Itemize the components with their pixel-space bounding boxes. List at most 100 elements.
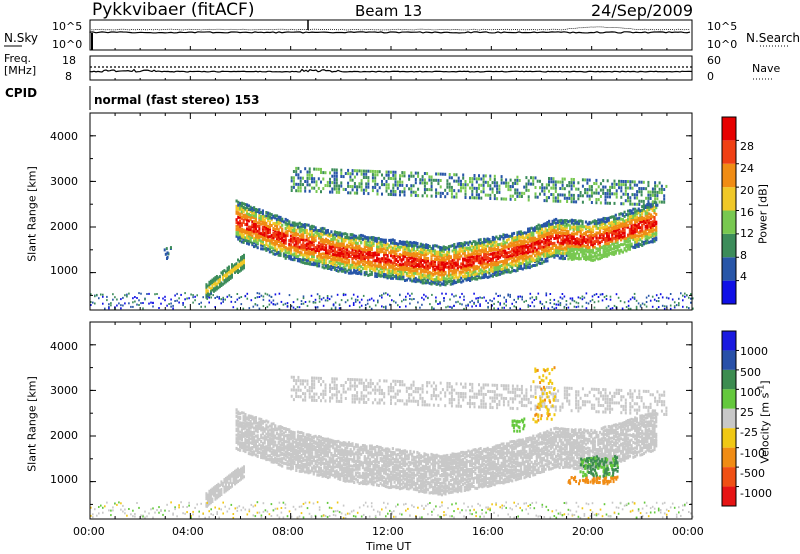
power-echo-cell [621, 212, 624, 216]
power-echo-cell [630, 209, 633, 213]
power-echo-cell [272, 236, 275, 240]
power-floor-cell [96, 293, 98, 296]
power-echo-cell [581, 220, 584, 224]
power-upper-cell [462, 183, 465, 187]
power-echo-cell [500, 267, 503, 271]
power-echo-cell [311, 258, 314, 261]
power-early-cell [205, 283, 208, 287]
power-upper-cell [651, 190, 654, 194]
power-floor-cell [391, 299, 393, 302]
power-echo-cell [423, 256, 426, 260]
power-floor-cell [678, 304, 680, 307]
power-echo-cell [279, 221, 282, 225]
power-floor-cell [688, 307, 690, 310]
power-echo-cell [398, 245, 401, 249]
power-echo-cell [274, 245, 277, 249]
power-floor-cell [453, 304, 455, 307]
nave-right-tick-top: 60 [707, 54, 721, 67]
power-echo-cell [537, 237, 540, 241]
power-echo-cell [263, 231, 266, 235]
power-echo-cell [435, 252, 438, 256]
power-echo-cell [490, 267, 493, 270]
power-floor-cell [222, 300, 224, 303]
power-upper-cell [371, 185, 374, 189]
power-echo-cell [293, 239, 296, 243]
power-echo-cell [497, 267, 500, 271]
power-echo-cell [337, 252, 340, 255]
power-floor-cell [182, 302, 184, 304]
power-floor-cell [673, 305, 676, 308]
power-echo-cell [411, 244, 414, 248]
power-floor-cell [477, 297, 479, 299]
power-floor-cell [246, 297, 249, 300]
power-floor-cell [405, 295, 407, 298]
power-echo-cell [446, 261, 449, 265]
power-echo-cell [511, 266, 514, 270]
power-floor-cell [90, 293, 92, 296]
power-echo-cell [597, 236, 600, 240]
power-early-cell [229, 271, 232, 275]
power-echo-cell [300, 260, 303, 264]
power-echo-cell [618, 223, 621, 227]
power-echo-cell [502, 263, 505, 267]
power-upper-cell [636, 193, 639, 197]
power-echo-cell [249, 218, 252, 222]
power-echo-cell [637, 207, 640, 211]
power-floor-cell [370, 297, 373, 300]
power-upper-cell [545, 186, 548, 190]
power-floor-cell [661, 296, 664, 299]
power-upper-cell [545, 196, 548, 199]
power-upper-cell [333, 184, 336, 188]
power-echo-cell [455, 270, 458, 274]
power-echo-cell [553, 254, 556, 257]
power-echo-cell [504, 255, 507, 259]
power-echo-cell [237, 222, 240, 226]
power-floor-cell [320, 298, 323, 301]
power-echo-cell [488, 242, 491, 246]
power-echo-cell [453, 273, 456, 277]
power-echo-cell [242, 207, 245, 211]
power-echo-cell [423, 265, 426, 269]
power-echo-cell [282, 220, 286, 224]
power-echo-cell [439, 246, 442, 249]
power-echo-cell [514, 253, 517, 257]
power-upper-cell [471, 183, 474, 187]
power-echo-cell [507, 255, 510, 259]
power-echo-cell [449, 244, 452, 248]
power-echo-cell [548, 245, 551, 249]
power-echo-cell [563, 248, 566, 252]
power-echo-cell [598, 251, 602, 255]
power-floor-cell [104, 307, 106, 310]
power-echo-cell [504, 244, 507, 247]
power-floor-cell [445, 292, 447, 295]
power-echo-cell [398, 263, 401, 267]
power-upper-cell [448, 189, 451, 192]
power-floor-cell [274, 293, 277, 296]
power-upper-cell [383, 176, 386, 180]
power-echo-cell [342, 239, 345, 243]
power-echo-cell [588, 240, 591, 244]
power-echo-cell [247, 232, 250, 236]
power-echo-cell [368, 240, 372, 244]
power-echo-cell [351, 248, 354, 252]
power-echo-cell [488, 238, 491, 242]
power-echo-cell [516, 268, 519, 272]
power-echo-cell [240, 227, 243, 231]
power-echo-cell [593, 251, 596, 255]
power-floor-cell [475, 297, 477, 300]
power-upper-cell [362, 172, 365, 176]
power-echo-cell [613, 236, 616, 240]
power-echo-cell [588, 227, 591, 231]
velocity-echo-cell [263, 439, 266, 443]
power-echo-cell [293, 227, 296, 231]
power-upper-cell [543, 189, 546, 193]
power-echo-cell [314, 228, 317, 231]
power-echo-cell [289, 234, 293, 238]
power-echo-cell [583, 248, 586, 252]
power-echo-cell [634, 216, 637, 220]
power-echo-cell [390, 264, 393, 268]
power-upper-cell [482, 174, 485, 178]
noise-strip-frame [89, 19, 693, 51]
power-echo-cell [606, 234, 609, 238]
power-echo-cell [637, 226, 640, 230]
